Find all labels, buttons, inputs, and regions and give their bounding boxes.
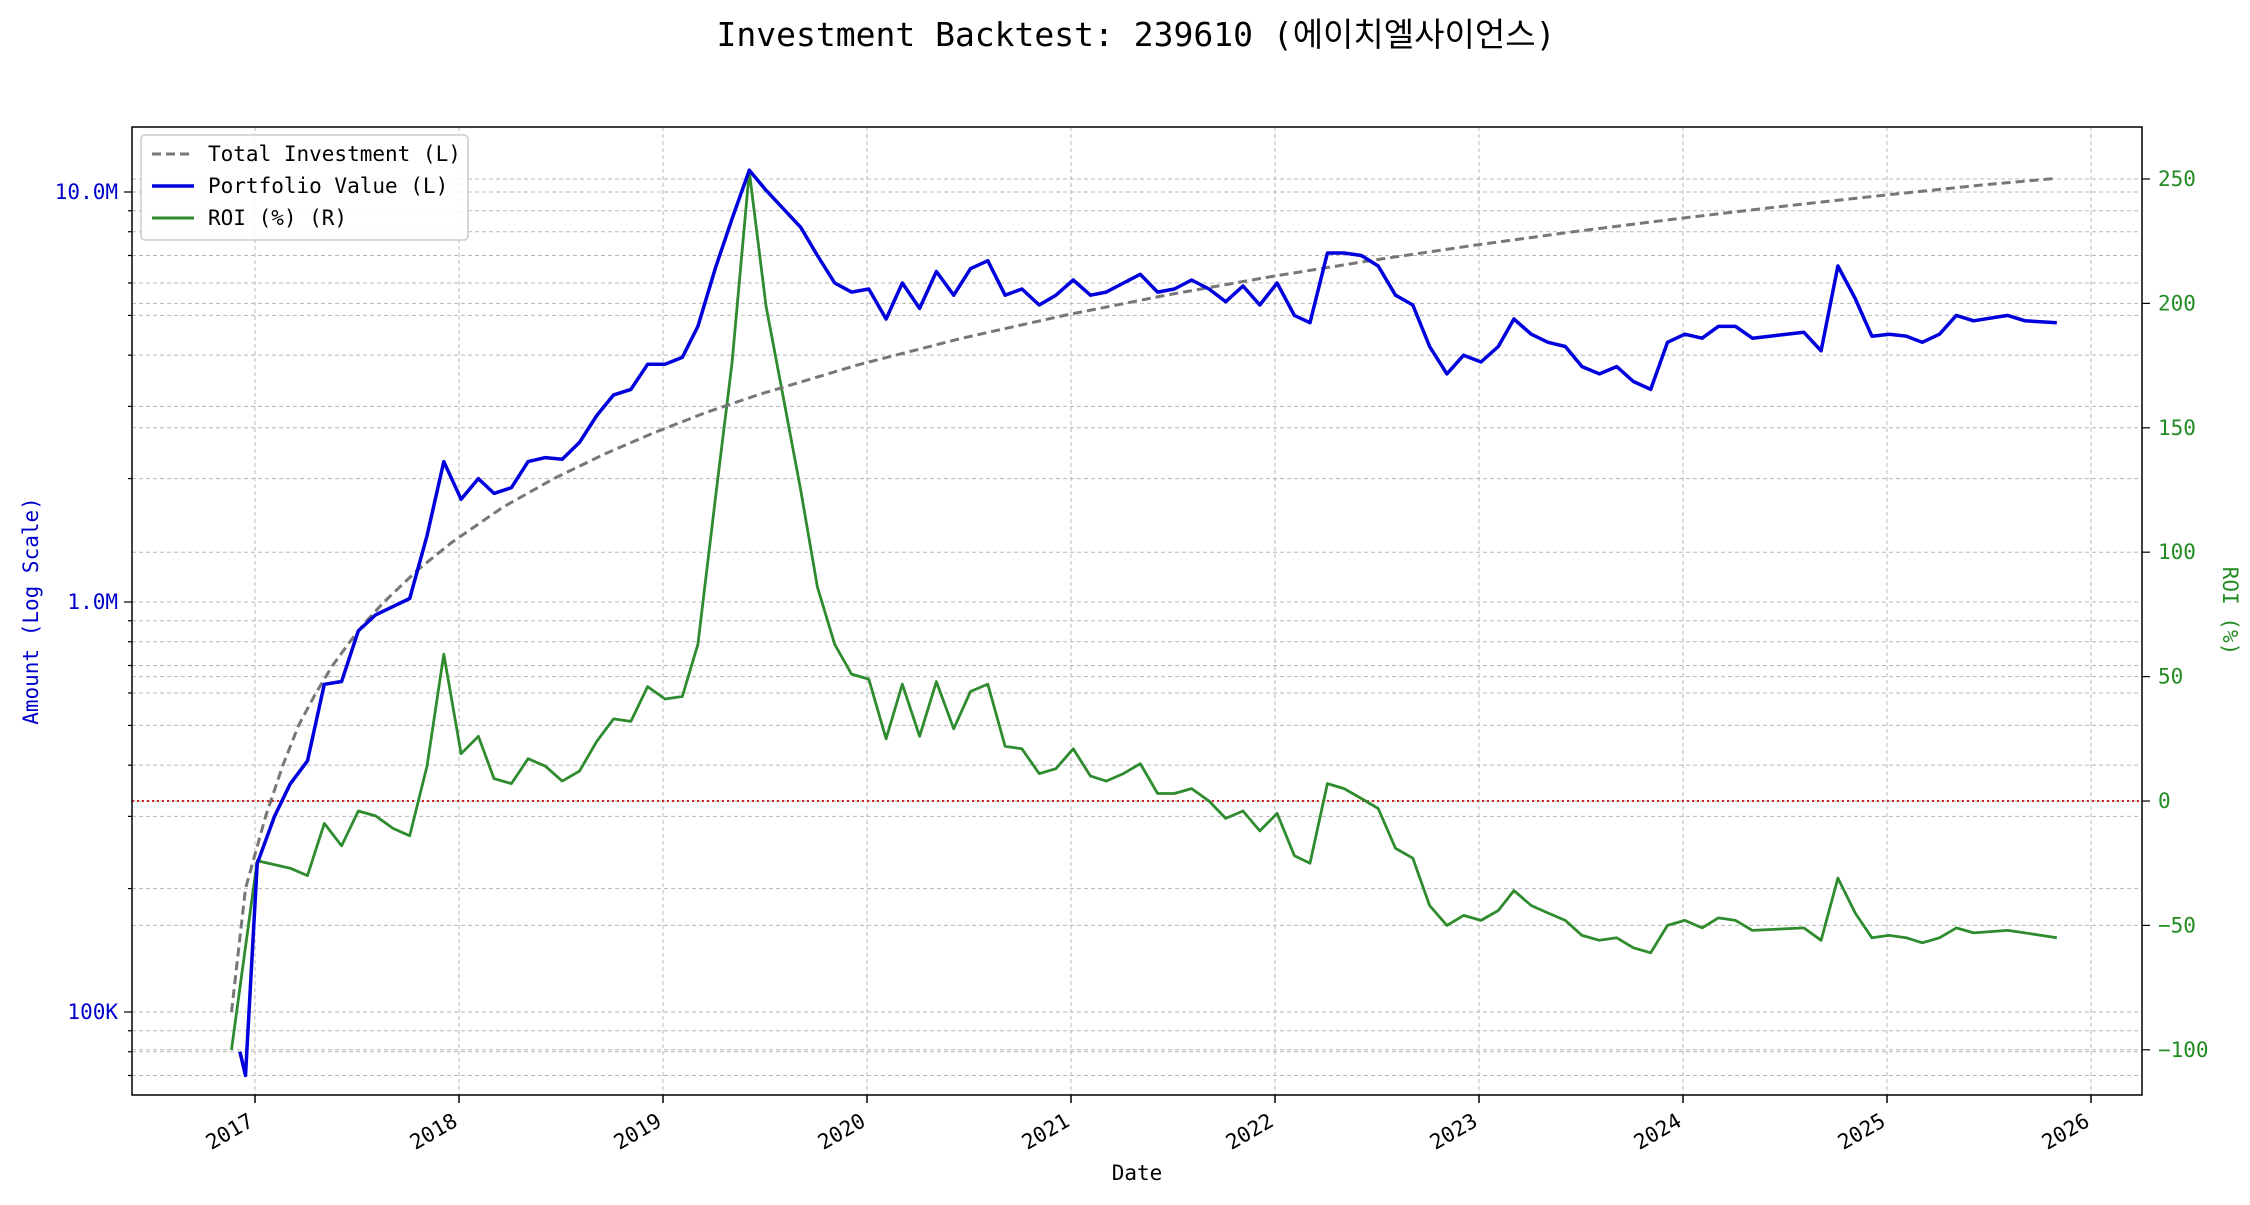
- y-left-axis-label: Amount (Log Scale): [19, 497, 43, 725]
- x-tick-label: 2019: [610, 1109, 666, 1155]
- series-portfolio-value: [238, 168, 2057, 1078]
- y-left-tick-label: 1.0M: [67, 590, 118, 614]
- x-tick-label: 2017: [202, 1109, 258, 1155]
- x-axis-label: Date: [1112, 1161, 1163, 1185]
- x-tick-label: 2018: [406, 1109, 462, 1155]
- y-right-tick-label: −50: [2158, 913, 2196, 937]
- x-tick-label: 2020: [814, 1109, 870, 1155]
- y-right-tick-label: 250: [2158, 167, 2196, 191]
- y-right-tick-label: −100: [2158, 1038, 2209, 1062]
- y-right-tick-label: 0: [2158, 789, 2171, 813]
- x-tick-label: 2024: [1630, 1109, 1686, 1155]
- legend: Total Investment (L) Portfolio Value (L)…: [140, 134, 469, 241]
- plot-frame: [131, 126, 2143, 1096]
- chart-title: Investment Backtest: 239610 (에이치엘사이언스): [717, 15, 1556, 54]
- series-layer: [132, 168, 2142, 1078]
- y-right-axis-label: ROI (%): [2218, 567, 2242, 656]
- y-right-tick-label: 200: [2158, 291, 2196, 315]
- x-tick-label: 2021: [1018, 1109, 1074, 1155]
- legend-label-total-investment: Total Investment (L): [208, 142, 461, 166]
- legend-label-portfolio-value: Portfolio Value (L): [208, 174, 448, 198]
- series-total-investment: [230, 176, 2057, 1013]
- y-left-tick-label: 10.0M: [55, 180, 118, 204]
- x-tick-label: 2025: [1834, 1109, 1890, 1155]
- legend-label-roi: ROI (%) (R): [208, 206, 347, 230]
- x-tick-label: 2026: [2038, 1109, 2094, 1155]
- y-right-tick-label: 50: [2158, 665, 2183, 689]
- y-right-tick-label: 100: [2158, 540, 2196, 564]
- x-tick-label: 2023: [1426, 1109, 1482, 1155]
- y-left-tick-label: 100K: [67, 1000, 118, 1024]
- series-roi: [230, 170, 2058, 1050]
- x-tick-label: 2022: [1222, 1109, 1278, 1155]
- y-right-tick-label: 150: [2158, 416, 2196, 440]
- legend-box: [140, 134, 469, 241]
